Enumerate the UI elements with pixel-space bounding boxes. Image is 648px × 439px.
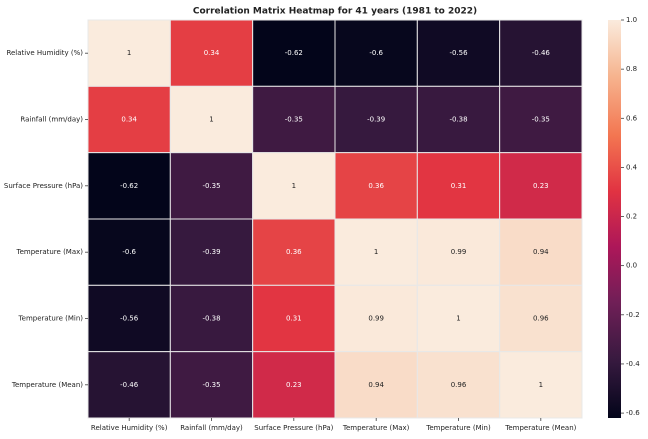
cell: [87, 19, 171, 87]
cell-label: 0.94: [368, 381, 384, 389]
y-tick-label: Temperature (Min): [18, 315, 84, 323]
cell-label: 1: [456, 315, 460, 323]
cell-label: 1: [539, 381, 543, 389]
cell-label: 0.36: [286, 248, 302, 256]
x-tick-label: Temperature (Max): [342, 424, 410, 432]
colorbar-tick-label: 0.2: [626, 213, 637, 221]
cell-label: 0.99: [368, 315, 384, 323]
colorbar-tick-label: 0.0: [626, 262, 637, 270]
cell: [499, 152, 583, 220]
cell-label: 1: [292, 182, 296, 190]
colorbar-tick-label: 0.4: [626, 163, 638, 171]
cell: [169, 152, 254, 220]
cell: [499, 85, 583, 154]
colorbar: [608, 20, 621, 418]
cell: [334, 284, 418, 353]
cell: [169, 85, 254, 154]
cell-label: 0.96: [451, 381, 467, 389]
cell: [499, 284, 583, 353]
cell: [334, 85, 418, 154]
cell-label: -0.35: [532, 116, 550, 124]
cell-label: -0.38: [449, 116, 467, 124]
y-tick-label: Temperature (Mean): [11, 381, 83, 389]
cell: [416, 218, 501, 286]
cell-label: 0.34: [121, 116, 137, 124]
cell: [87, 218, 171, 286]
y-tick-label: Surface Pressure (hPa): [4, 182, 83, 190]
colorbar-tick-label: -0.2: [626, 311, 640, 319]
y-tick-label: Relative Humidity (%): [6, 49, 83, 57]
x-tick-label: Temperature (Min): [425, 424, 491, 432]
cell-label: 0.99: [451, 248, 467, 256]
cell: [87, 351, 171, 419]
y-tick-label: Temperature (Max): [16, 248, 84, 256]
cell-label: -0.62: [285, 49, 303, 57]
cell-label: -0.39: [202, 248, 220, 256]
colorbar-tick-label: -0.4: [626, 360, 640, 368]
cell-label: 0.36: [368, 182, 384, 190]
cell: [87, 152, 171, 220]
cell-label: -0.56: [120, 315, 139, 323]
x-tick-label: Temperature (Mean): [504, 424, 576, 432]
cell-label: 0.34: [204, 49, 220, 57]
cell: [416, 284, 501, 353]
cell: [334, 218, 418, 286]
cell: [416, 19, 501, 87]
cell: [252, 284, 336, 353]
cell: [169, 19, 254, 87]
cell-label: -0.6: [122, 248, 136, 256]
cell-label: -0.35: [202, 381, 220, 389]
cell-label: -0.56: [449, 49, 468, 57]
cell-label: -0.35: [285, 116, 303, 124]
cell-label: 0.23: [533, 182, 549, 190]
cell: [499, 19, 583, 87]
cell-label: -0.46: [532, 49, 551, 57]
colorbar-tick-label: 0.8: [626, 65, 637, 73]
cell-label: -0.46: [120, 381, 139, 389]
x-tick-label: Surface Pressure (hPa): [254, 424, 333, 432]
cell: [334, 19, 418, 87]
cell-label: -0.6: [369, 49, 383, 57]
x-tick-label: Rainfall (mm/day): [180, 424, 243, 432]
cell-label: -0.38: [202, 315, 220, 323]
cell: [87, 284, 171, 353]
x-tick-label: Relative Humidity (%): [91, 424, 168, 432]
cell: [416, 351, 501, 419]
cell-label: 0.31: [286, 315, 302, 323]
cell-label: 1: [374, 248, 378, 256]
cell: [252, 218, 336, 286]
cell: [169, 218, 254, 286]
cell-label: -0.35: [202, 182, 220, 190]
cell: [416, 152, 501, 220]
colorbar-tick-label: 1.0: [626, 16, 637, 24]
y-tick-label: Rainfall (mm/day): [20, 116, 83, 124]
cell-label: 0.23: [286, 381, 302, 389]
cell-label: 0.31: [451, 182, 467, 190]
colorbar-tick-label: 0.6: [626, 114, 638, 122]
cell-label: 1: [209, 116, 213, 124]
cell: [252, 19, 336, 87]
cell-label: 0.96: [533, 315, 549, 323]
cell-label: 0.94: [533, 248, 549, 256]
cell-label: -0.39: [367, 116, 385, 124]
cell: [334, 152, 418, 220]
chart-title: Correlation Matrix Heatmap for 41 years …: [193, 7, 477, 17]
cell: [499, 218, 583, 286]
cell: [499, 351, 583, 419]
cell-label: 1: [127, 49, 131, 57]
colorbar-tick-label: -0.6: [626, 409, 640, 417]
cell-label: -0.62: [120, 182, 138, 190]
